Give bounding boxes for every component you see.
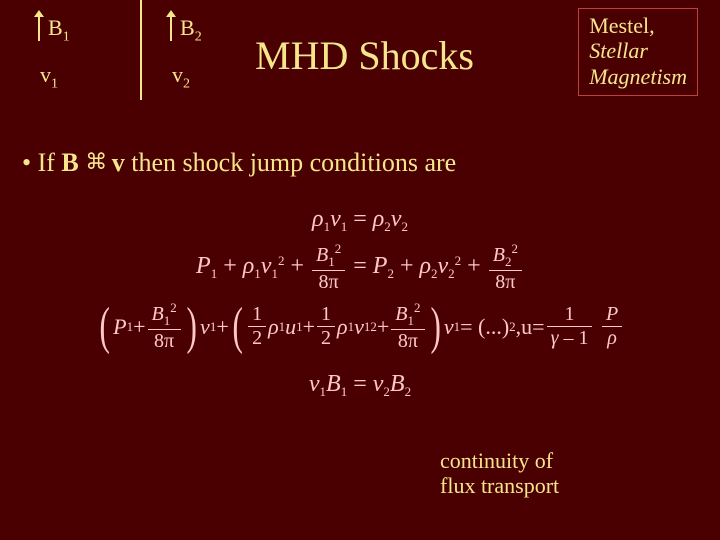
slide-title: MHD Shocks [255, 32, 474, 79]
citation-book-line2: Magnetism [589, 64, 687, 89]
v1-label: v1 [40, 62, 58, 92]
b1-label: B1 [48, 15, 70, 45]
slide-header: B1 v1 B2 v2 MHD Shocks Mestel, Stellar M… [0, 0, 720, 110]
bullet-B: B [61, 148, 78, 177]
citation-book-line1: Stellar [589, 38, 687, 63]
bullet-line: • If B v then shock jump conditions are [22, 148, 456, 178]
flux-caption: continuity of flux transport [440, 448, 559, 499]
citation-box: Mestel, Stellar Magnetism [578, 8, 698, 96]
parallel-icon [85, 153, 105, 173]
flux-caption-line1: continuity of [440, 448, 559, 473]
shock-front-line [140, 0, 142, 100]
citation-author: Mestel, [589, 13, 687, 38]
eq-mass-continuity: ρ1v1 = ρ2v2 [0, 206, 720, 235]
bullet-suffix: then shock jump conditions are [125, 148, 456, 177]
bullet-v: v [112, 148, 125, 177]
b2-label: B2 [180, 15, 202, 45]
eq-energy: (P1 + B128π)v1 + (12ρ1u1 + 12ρ1v12 + B12… [0, 300, 720, 353]
eq-momentum: P1 + ρ1v12 + B128π = P2 + ρ2v22 + B228π [0, 241, 720, 294]
bullet-prefix: • If [22, 148, 61, 177]
flux-caption-line2: flux transport [440, 473, 559, 498]
b2-arrow [170, 16, 172, 41]
equation-block: ρ1v1 = ρ2v2 P1 + ρ1v12 + B128π = P2 + ρ2… [0, 200, 720, 406]
eq-flux: v1B1 = v2B2 [0, 371, 720, 400]
v2-label: v2 [172, 62, 190, 92]
shock-diagram-region2: B2 v2 [160, 10, 260, 105]
b1-arrow [38, 16, 40, 41]
shock-diagram-region1: B1 v1 [28, 10, 128, 105]
